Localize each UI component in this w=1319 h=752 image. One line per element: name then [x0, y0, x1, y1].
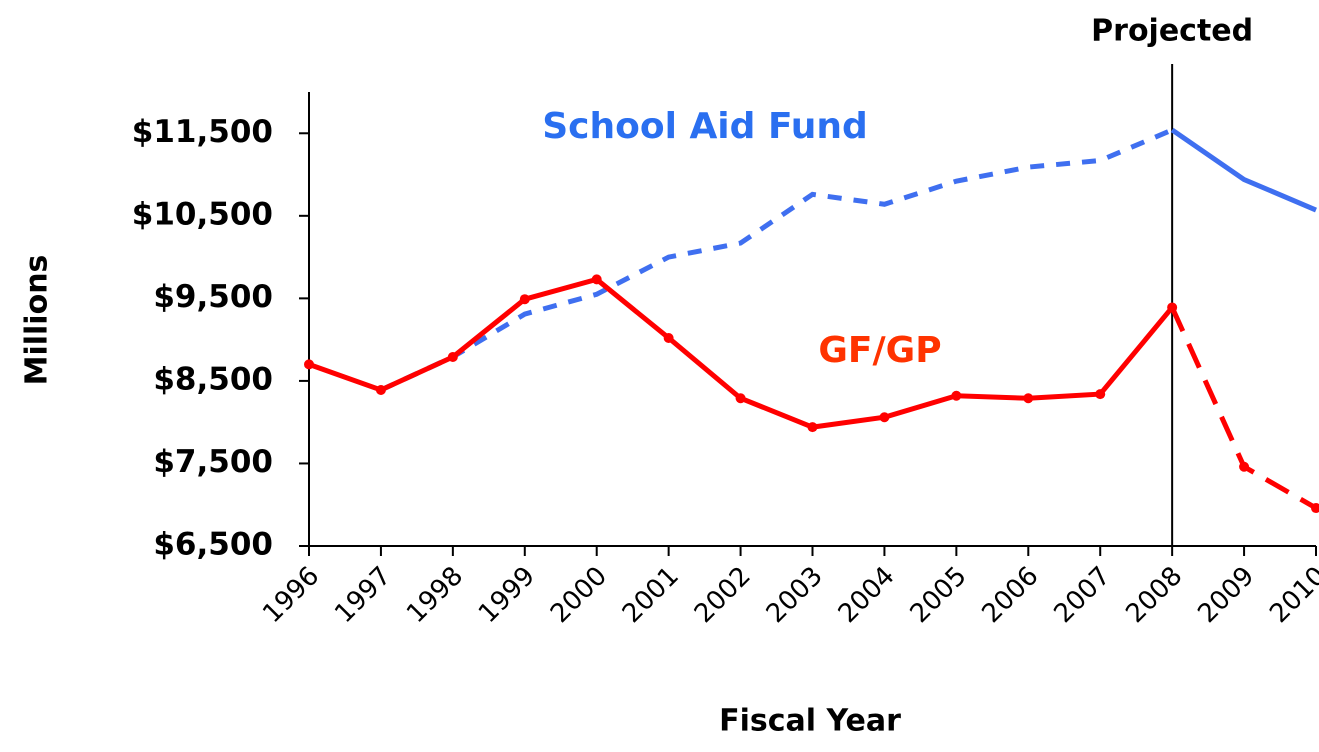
series-label: School Aid Fund: [542, 106, 868, 147]
point: [375, 384, 386, 395]
y-tick-label: $7,500: [153, 444, 273, 480]
x-tick-label: 2006: [977, 561, 1045, 629]
y-axis-label: Millions: [20, 255, 55, 386]
point: [879, 412, 890, 423]
projection-label: Projected: [1091, 14, 1253, 49]
x-tick-label: 1996: [257, 561, 325, 629]
point: [591, 274, 602, 285]
series-line: [1169, 306, 1318, 511]
point: [1095, 389, 1106, 400]
x-tick-label: 1997: [329, 561, 397, 629]
point: [951, 390, 962, 401]
y-tick-label: $6,500: [153, 527, 273, 563]
x-tick-label: 2001: [617, 561, 685, 629]
point: [1311, 503, 1319, 514]
x-tick-label: 2005: [905, 561, 973, 629]
point: [1023, 393, 1034, 404]
x-tick-label: 1999: [473, 561, 541, 629]
y-tick-label: $9,500: [153, 279, 273, 315]
x-tick-label: 2002: [689, 561, 757, 629]
point: [735, 393, 746, 404]
point: [663, 332, 674, 343]
x-tick-label: 1998: [401, 561, 469, 629]
x-tick-label: 2003: [761, 561, 829, 629]
point: [1167, 302, 1178, 313]
x-axis-label: Fiscal Year: [719, 704, 901, 739]
y-tick-label: $8,500: [153, 361, 273, 397]
point: [519, 294, 530, 305]
point: [304, 359, 314, 370]
series-line: [308, 276, 1175, 430]
point: [1239, 461, 1250, 472]
x-tick-label: 2009: [1192, 561, 1260, 629]
point: [447, 351, 458, 362]
x-tick-label: 2010: [1264, 561, 1319, 629]
point: [807, 422, 818, 433]
x-tick-label: 2000: [545, 561, 613, 629]
x-tick-label: 2007: [1048, 561, 1116, 629]
y-tick-label: $11,500: [132, 114, 273, 150]
y-tick-label: $10,500: [132, 196, 273, 232]
series-line: [1170, 127, 1317, 213]
series-line: [379, 127, 1174, 393]
x-tick-label: 2008: [1120, 561, 1188, 629]
x-tick-label: 2004: [833, 561, 901, 629]
series-label: GF/GP: [818, 330, 941, 371]
